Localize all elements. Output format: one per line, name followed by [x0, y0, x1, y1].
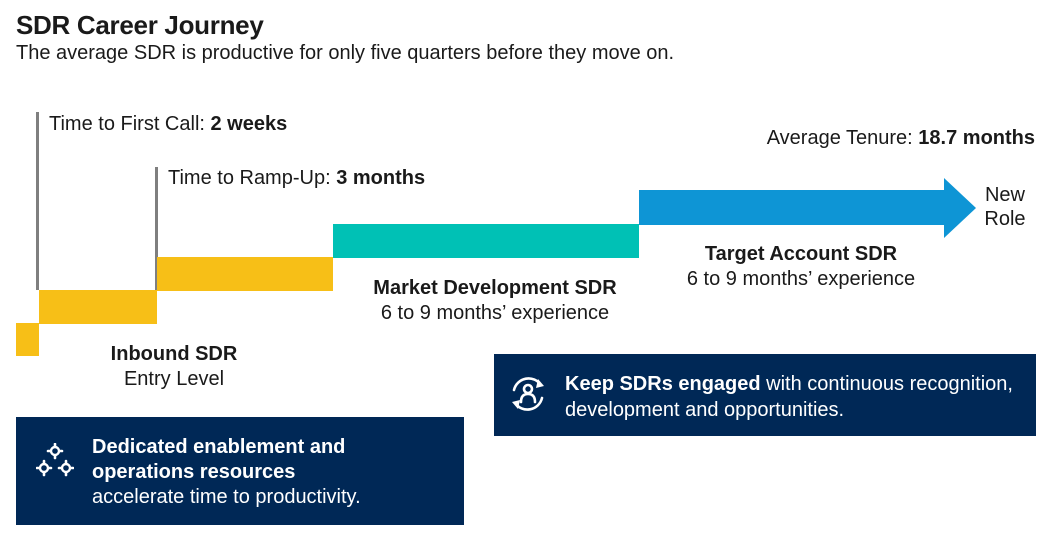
first-call-label: Time to First Call:: [49, 113, 211, 135]
gears-icon: [36, 443, 74, 477]
enablement-bold: Dedicated enablement and operations reso…: [92, 436, 346, 483]
tenure-value: 18.7 months: [918, 127, 1035, 149]
tenure-label: Average Tenure:: [766, 127, 919, 149]
engage-text: Keep SDRs engaged with continuous recogn…: [565, 371, 1025, 423]
tenure-milestone: Average Tenure: 18.7 months: [767, 127, 1035, 150]
first-call-value: 2 weeks: [210, 113, 288, 135]
ramp-up-label: Time to Ramp-Up:: [168, 167, 337, 189]
ramp-up-marker: [155, 167, 158, 291]
page-subtitle: The average SDR is productive for only f…: [16, 42, 675, 64]
engage-rest: with continuous recognition, development…: [565, 373, 1013, 421]
page-title: SDR Career Journey: [16, 10, 264, 40]
stage-name: Market Development SDR: [373, 277, 617, 299]
arrow-head: [944, 178, 976, 238]
stage-name: Inbound SDR: [110, 343, 238, 365]
stage-desc: 6 to 9 months’ experience: [686, 268, 916, 290]
stage-desc: 6 to 9 months’ experience: [380, 302, 610, 324]
step-ramped: [157, 257, 333, 291]
stage-market-development: Market Development SDR 6 to 9 months’ ex…: [345, 277, 645, 325]
person-cycle-icon: [512, 377, 544, 411]
stage-target-account: Target Account SDR 6 to 9 months’ experi…: [651, 243, 951, 291]
stage-desc: Entry Level: [123, 368, 225, 390]
new-role-line2: Role: [984, 208, 1026, 230]
step-target-account-sdr: [639, 190, 947, 225]
new-role-line1: New: [984, 184, 1025, 206]
first-call-milestone: Time to First Call: 2 weeks: [49, 113, 287, 136]
new-role-label: New Role: [976, 183, 1034, 231]
enablement-text: Dedicated enablement and operations reso…: [92, 435, 392, 510]
step-entry: [16, 323, 39, 356]
first-call-marker: [36, 112, 39, 290]
engage-callout: Keep SDRs engaged with continuous recogn…: [494, 354, 1036, 436]
step-inbound-sdr: [39, 290, 157, 324]
enablement-callout: Dedicated enablement and operations reso…: [16, 417, 464, 525]
ramp-up-milestone: Time to Ramp-Up: 3 months: [168, 167, 425, 190]
enablement-rest: accelerate time to productivity.: [92, 486, 361, 508]
ramp-up-value: 3 months: [336, 167, 426, 189]
engage-bold: Keep SDRs engaged: [565, 373, 761, 395]
stage-inbound: Inbound SDR Entry Level: [74, 343, 274, 391]
step-market-development-sdr: [333, 224, 639, 258]
stage-name: Target Account SDR: [704, 243, 898, 265]
